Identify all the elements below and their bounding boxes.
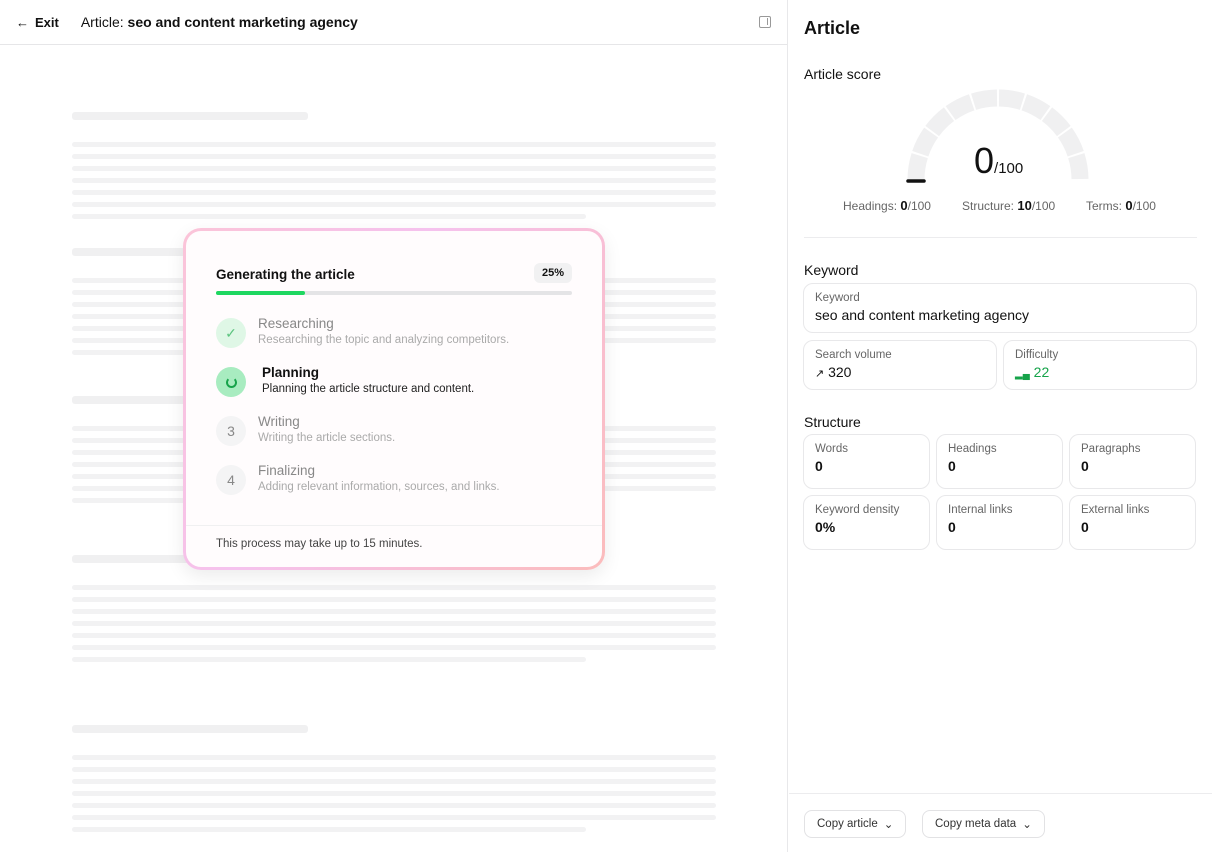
gauge-segment [925, 107, 955, 137]
card-value: 22 [1033, 364, 1050, 380]
signal-bars-icon: ▂▄ [1015, 369, 1030, 380]
card-value: 0 [948, 458, 956, 474]
step-name: Planning [262, 365, 319, 380]
gauge-segment [1041, 107, 1071, 137]
page-title: Article: seo and content marketing agenc… [81, 14, 358, 30]
modal-title: Generating the article [216, 267, 355, 282]
copy-meta-data-button[interactable]: Copy meta data ⌄ [922, 810, 1045, 838]
keyword-card: Keyword seo and content marketing agency [803, 283, 1197, 333]
card-label: Words [815, 443, 849, 455]
article-score-heading: Article score [804, 66, 882, 82]
generation-modal: Generating the article 25% ✓ Researching… [183, 228, 605, 570]
arrow-left-icon: ← [16, 14, 29, 30]
step-name: Finalizing [258, 463, 316, 478]
structure-score: Structure: 10/100 [962, 198, 1056, 213]
step-desc: Planning the article structure and conte… [262, 383, 475, 395]
trending-up-icon: ↗ [815, 368, 825, 380]
card-label: Keyword [815, 292, 860, 304]
sidebar-footer: Copy article ⌄ Copy meta data ⌄ [789, 793, 1212, 852]
structure-card: Internal links 0 [936, 495, 1063, 550]
divider [804, 237, 1197, 238]
card-label: Paragraphs [1081, 443, 1141, 455]
sidebar-title: Article [804, 18, 861, 38]
structure-card: Words 0 [803, 434, 930, 489]
card-value: 0 [948, 519, 956, 535]
card-value: 0 [1081, 458, 1089, 474]
step-writing: 3 Writing Writing the article sections. [216, 414, 396, 446]
card-value: 0 [815, 458, 823, 474]
structure-card: Keyword density 0% [803, 495, 930, 550]
exit-button[interactable]: ← Exit [16, 15, 59, 30]
card-value: seo and content marketing agency [815, 307, 1030, 323]
step-planning: Planning Planning the article structure a… [216, 365, 475, 397]
gauge-segment [971, 89, 998, 110]
step-name: Writing [258, 414, 300, 429]
gauge-segment [1057, 127, 1084, 157]
terms-score: Terms: 0/100 [1086, 198, 1156, 213]
modal-footer-note: This process may take up to 15 minutes. [186, 525, 602, 567]
step-number: 4 [216, 465, 246, 495]
spinner-icon [216, 367, 246, 397]
button-label: Copy article [817, 818, 878, 830]
headings-score: Headings: 0/100 [843, 198, 931, 213]
card-label: Search volume [815, 349, 892, 361]
card-value: 0 [1081, 519, 1089, 535]
progress-percent-badge: 25% [533, 263, 572, 283]
chevron-down-icon: ⌄ [1022, 819, 1032, 831]
structure-card: Headings 0 [936, 434, 1063, 489]
step-name: Researching [258, 316, 334, 331]
editor-pane: ← Exit Article: seo and content marketin… [0, 0, 788, 852]
gauge-segment [912, 127, 939, 157]
skeleton-block [72, 725, 716, 839]
step-desc: Adding relevant information, sources, an… [258, 481, 500, 493]
card-value: 320 [828, 364, 852, 380]
title-keyword: seo and content marketing agency [127, 14, 358, 30]
card-label: Internal links [948, 504, 1013, 516]
card-label: Difficulty [1015, 349, 1059, 361]
structure-heading: Structure [804, 414, 861, 430]
search-volume-card: Search volume ↗ 320 [803, 340, 997, 390]
gauge-segment [998, 89, 1025, 110]
card-label: External links [1081, 504, 1150, 516]
step-number: 3 [216, 416, 246, 446]
button-label: Copy meta data [935, 818, 1017, 830]
copy-article-button[interactable]: Copy article ⌄ [804, 810, 907, 838]
check-icon: ✓ [216, 318, 246, 348]
keyword-heading: Keyword [804, 262, 859, 278]
step-finalizing: 4 Finalizing Adding relevant information,… [216, 463, 500, 495]
article-sidebar: Article Article score Keyword Structure … [789, 0, 1212, 852]
card-value: 0% [815, 519, 836, 535]
card-label: Headings [948, 443, 997, 455]
sidebar-toggle-icon[interactable] [759, 16, 771, 28]
exit-label: Exit [35, 14, 59, 30]
title-prefix: Article: [80, 14, 124, 30]
gauge-segment [945, 94, 975, 121]
step-desc: Writing the article sections. [258, 432, 396, 444]
progress-bar [216, 291, 572, 295]
gauge-segment [1068, 153, 1089, 180]
progress-bar-fill [216, 291, 305, 295]
chevron-down-icon: ⌄ [883, 819, 894, 831]
structure-card: External links 0 [1069, 495, 1196, 550]
step-researching: ✓ Researching Researching the topic and a… [216, 316, 510, 348]
structure-card: Paragraphs 0 [1069, 434, 1196, 489]
card-label: Keyword density [815, 504, 900, 516]
skeleton-block [72, 112, 716, 226]
skeleton-block [72, 555, 716, 669]
step-desc: Researching the topic and analyzing comp… [258, 334, 510, 346]
score-value: 0/100 [974, 140, 1024, 181]
difficulty-card: Difficulty ▂▄ 22 [1003, 340, 1197, 390]
editor-header: ← Exit Article: seo and content marketin… [0, 0, 787, 45]
gauge-segment [1021, 94, 1051, 121]
score-gauge [906, 89, 1089, 183]
gauge-segment [907, 153, 928, 180]
